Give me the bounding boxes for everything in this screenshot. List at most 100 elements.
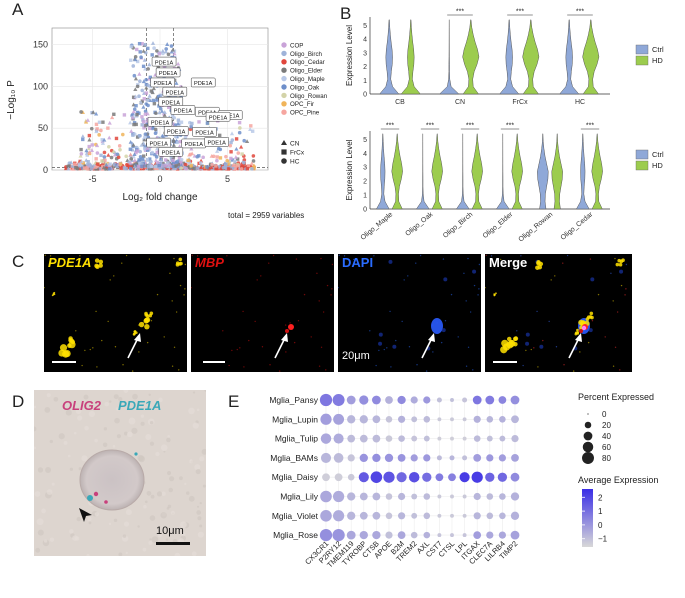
dot-point	[396, 472, 407, 483]
dot-point	[471, 471, 483, 483]
volcano-point	[184, 166, 189, 171]
volcano-point	[157, 163, 161, 168]
volcano-point	[128, 120, 133, 125]
violin-hd	[391, 133, 403, 210]
volcano-point	[124, 154, 129, 159]
avg-legend-title: Average Expression	[578, 475, 658, 485]
dot-point	[320, 413, 332, 425]
volcano-point	[131, 109, 136, 114]
violin-group-label: CN	[455, 99, 465, 106]
micro-merge-scalebar	[493, 361, 517, 363]
dot-point	[510, 395, 520, 405]
volcano-point	[157, 110, 162, 115]
dot-point	[319, 528, 333, 542]
volcano-point	[221, 165, 226, 170]
volcano-point	[155, 150, 159, 155]
dot-point	[486, 416, 494, 423]
micro-dapi: DAPI 20μm	[338, 254, 481, 372]
panel-letter-a: A	[12, 0, 24, 19]
violin-y-tick: 5	[363, 23, 367, 30]
volcano-point	[132, 73, 137, 78]
violin-ctrl	[375, 133, 390, 210]
dot-point	[436, 397, 442, 403]
volcano-point	[87, 133, 92, 138]
volcano-point	[78, 153, 83, 158]
volcano-point	[163, 49, 169, 54]
volcano-point	[81, 166, 85, 170]
volcano-point	[198, 161, 203, 165]
violin-hd	[471, 133, 483, 210]
volcano-point	[126, 163, 130, 167]
volcano-point	[92, 164, 97, 168]
volcano-point	[114, 136, 119, 141]
volcano-point	[183, 135, 188, 139]
violin-ctrl	[379, 19, 400, 95]
volcano-point	[152, 101, 157, 106]
dot-point	[320, 433, 332, 444]
volcano-point	[136, 167, 140, 171]
volcano-point	[140, 164, 144, 169]
volcano-point	[209, 165, 214, 169]
volcano-point	[143, 135, 147, 139]
violin-group-label: Oligo_Maple	[360, 211, 395, 242]
volcano-point	[195, 154, 200, 159]
volcano-point	[82, 166, 87, 170]
volcano-point	[115, 152, 120, 157]
ihc-red-dot	[93, 491, 99, 497]
volcano-point	[141, 104, 146, 109]
volcano-point	[160, 133, 165, 138]
dot-point	[450, 494, 454, 499]
volcano-point	[237, 120, 242, 125]
volcano-point	[133, 76, 139, 81]
volcano-point	[112, 152, 118, 157]
volcano-point	[102, 150, 107, 155]
dot-point	[320, 452, 332, 463]
dot-point	[385, 512, 393, 520]
volcano-point	[102, 155, 107, 159]
volcano-point	[196, 166, 200, 170]
panel-letter-c: C	[12, 252, 25, 271]
dot-point	[334, 473, 343, 482]
volcano-point	[63, 166, 69, 171]
volcano-point	[128, 147, 133, 151]
pct-legend-title: Percent Expressed	[578, 392, 654, 402]
dot-point	[347, 454, 355, 462]
volcano-y-tick: 100	[33, 81, 48, 91]
volcano-point	[136, 164, 141, 169]
dot-point	[450, 533, 454, 538]
violin-y-tick: 2	[363, 179, 367, 186]
dot-point	[347, 473, 355, 481]
volcano-point	[149, 164, 154, 169]
volcano-point	[171, 142, 176, 147]
volcano-point	[135, 84, 140, 89]
volcano-legend-swatch	[281, 109, 287, 115]
volcano-pde1a-label: PDE1A	[192, 126, 217, 137]
micro-pde1a: PDE1A	[44, 254, 187, 372]
micro-dapi-label: DAPI	[342, 255, 374, 270]
volcano-point	[157, 52, 162, 56]
volcano-legend-swatch	[281, 84, 287, 90]
volcano-point	[250, 167, 254, 171]
dot-row-label: Mglia_Violet	[272, 511, 319, 521]
volcano-point	[144, 102, 149, 106]
volcano-point	[153, 166, 157, 170]
volcano-point	[101, 164, 105, 169]
svg-text:PDE1A: PDE1A	[149, 141, 168, 147]
volcano-point	[226, 161, 232, 166]
volcano-legend-label: Oligo_Birch	[290, 51, 323, 58]
volcano-point	[152, 46, 156, 50]
dot-point	[346, 530, 356, 540]
dot-point	[486, 435, 493, 442]
volcano-point	[72, 162, 77, 167]
volcano-point	[235, 163, 241, 168]
volcano-point	[139, 143, 144, 147]
dot-point	[472, 395, 482, 405]
significance-stars: ***	[466, 123, 474, 130]
volcano-point	[153, 152, 157, 157]
dot-point	[358, 472, 369, 483]
volcano-point	[84, 148, 89, 153]
dot-point	[410, 531, 418, 539]
volcano-x-tick: -5	[88, 174, 96, 184]
volcano-point	[135, 47, 139, 52]
micro-dapi-signal	[338, 254, 481, 372]
